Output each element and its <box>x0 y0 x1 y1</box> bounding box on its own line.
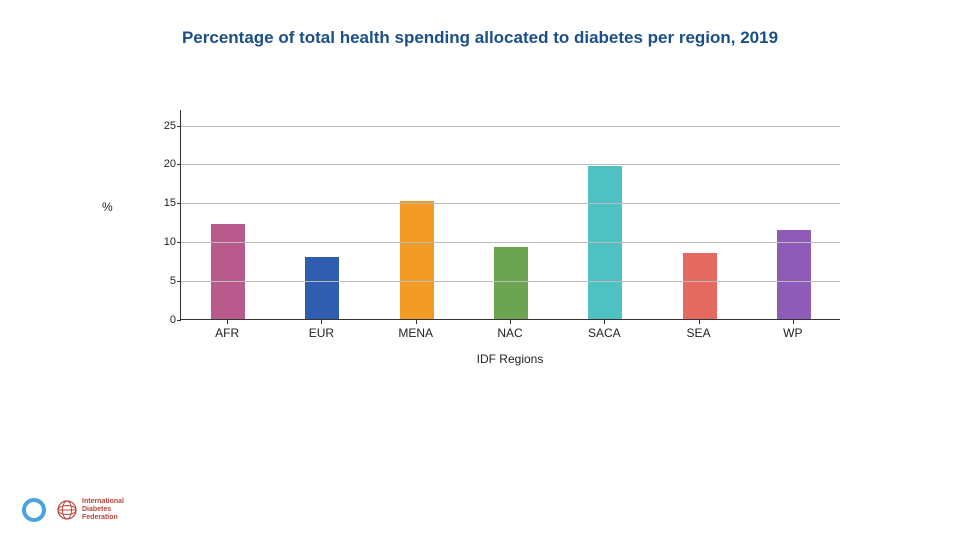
y-tick-label: 15 <box>150 197 176 209</box>
y-tick-label: 5 <box>150 275 176 287</box>
x-axis-title: IDF Regions <box>180 352 840 366</box>
y-tick-label: 0 <box>150 314 176 326</box>
grid-line <box>181 242 840 243</box>
y-tick-mark <box>177 281 181 282</box>
y-tick-label: 10 <box>150 236 176 248</box>
bar-nac <box>494 247 528 319</box>
x-label-sea: SEA <box>687 326 711 340</box>
grid-line <box>181 203 840 204</box>
grid-line <box>181 126 840 127</box>
x-labels: AFR EUR MENA NAC SACA SEA WP <box>180 326 840 346</box>
y-tick-mark <box>177 164 181 165</box>
bar-chart: % AFREURMENANACSACASEAWP IDF Regions 051… <box>150 110 850 370</box>
x-label-nac: NAC <box>497 326 522 340</box>
x-tick-mark <box>793 320 794 324</box>
footer-logos: International Diabetes Federation <box>22 498 124 522</box>
x-label-wp: WP <box>783 326 802 340</box>
idf-line-3: Federation <box>82 514 124 522</box>
y-tick-label: 20 <box>150 158 176 170</box>
y-tick-mark <box>177 242 181 243</box>
idf-line-2: Diabetes <box>82 506 124 514</box>
idf-line-1: International <box>82 498 124 506</box>
bar-afr <box>211 224 245 319</box>
idf-globe-icon <box>56 499 78 521</box>
grid-line <box>181 164 840 165</box>
x-label-saca: SACA <box>588 326 621 340</box>
y-tick-label: 25 <box>150 120 176 132</box>
x-tick-mark <box>699 320 700 324</box>
background-arc-small <box>620 440 880 540</box>
bar-sea <box>683 253 717 319</box>
idf-logo: International Diabetes Federation <box>56 498 124 521</box>
x-tick-mark <box>604 320 605 324</box>
grid-line <box>181 281 840 282</box>
x-label-mena: MENA <box>398 326 433 340</box>
x-tick-mark <box>321 320 322 324</box>
page-title: Percentage of total health spending allo… <box>0 28 960 48</box>
x-label-eur: EUR <box>309 326 334 340</box>
bars-container <box>181 110 840 319</box>
blue-circle-icon <box>22 498 46 522</box>
bar-mena <box>400 201 434 319</box>
y-tick-mark <box>177 320 181 321</box>
y-tick-mark <box>177 203 181 204</box>
x-tick-mark <box>416 320 417 324</box>
x-tick-mark <box>510 320 511 324</box>
x-tick-mark <box>227 320 228 324</box>
plot-area <box>180 110 840 320</box>
bar-eur <box>305 257 339 319</box>
idf-text: International Diabetes Federation <box>82 498 124 521</box>
y-axis-label: % <box>102 200 113 214</box>
x-label-afr: AFR <box>215 326 239 340</box>
y-tick-mark <box>177 126 181 127</box>
